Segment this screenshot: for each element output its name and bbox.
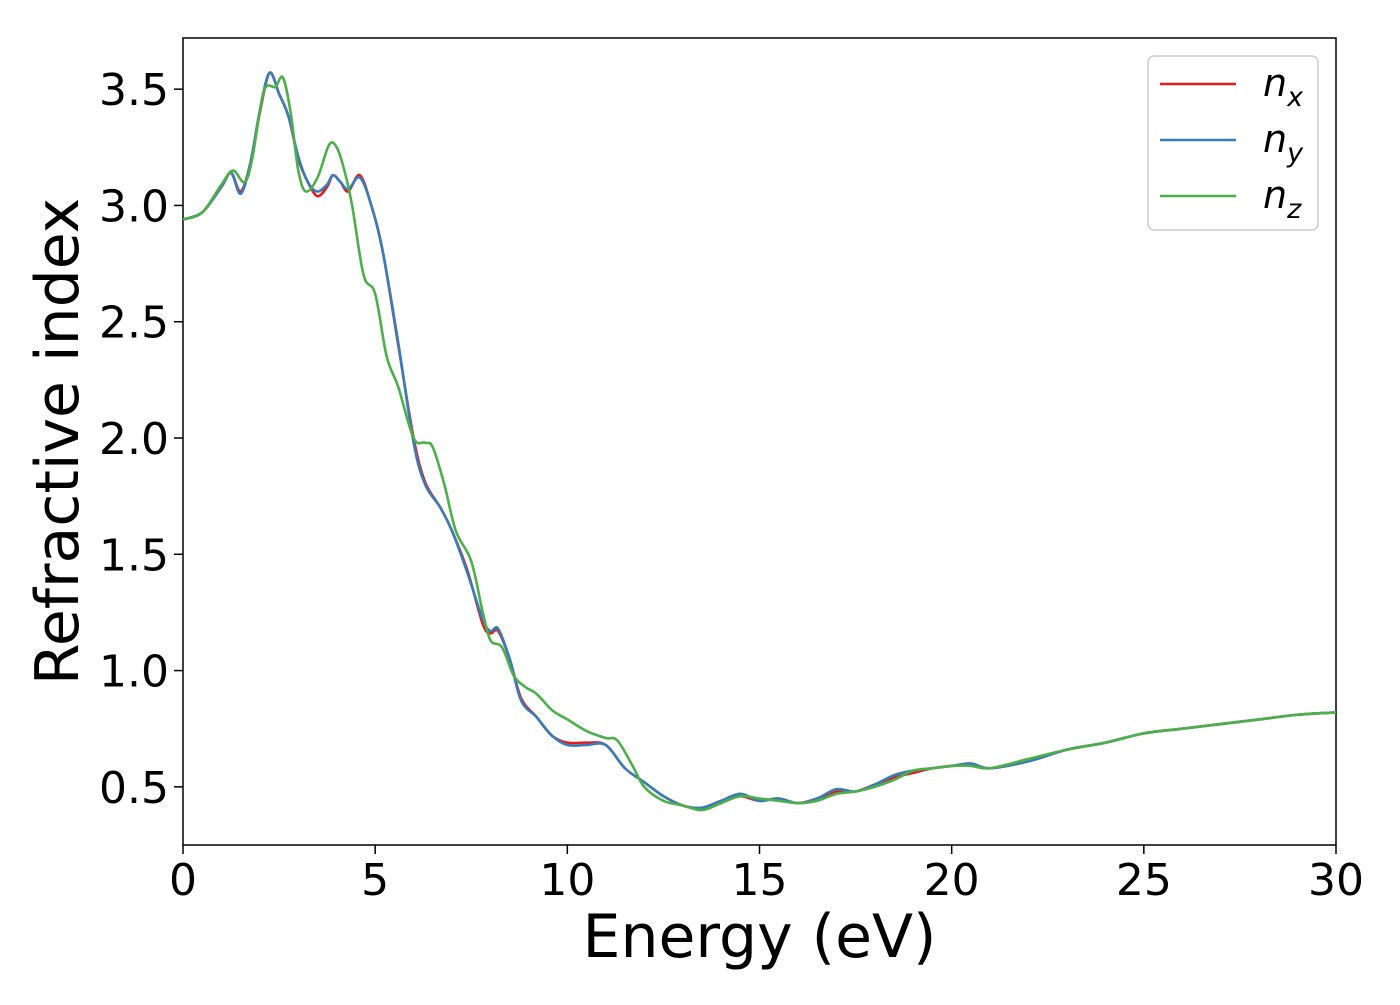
y-axis-ticks: 0.5 1.0 1.5 2.0 2.5 3.0 3.5 [99, 65, 183, 814]
y-tick-label: 2.0 [99, 414, 169, 465]
y-tick-label: 2.5 [99, 298, 169, 349]
x-tick-label: 15 [732, 855, 788, 906]
x-tick-label: 20 [924, 855, 980, 906]
legend-label: ny [1263, 117, 1304, 169]
series-layer [183, 71, 1336, 812]
legend-item-y: ny [1160, 117, 1304, 169]
y-tick-label: 0.5 [99, 763, 169, 814]
x-tick-label: 0 [169, 855, 197, 906]
x-axis-ticks: 0 5 10 15 20 25 30 [169, 845, 1364, 906]
series-line-z [183, 75, 1336, 812]
x-tick-label: 10 [539, 855, 595, 906]
legend-label: nz [1263, 173, 1302, 225]
x-axis-title: Energy (eV) [583, 902, 937, 972]
y-tick-label: 1.0 [99, 647, 169, 698]
legend-box [1147, 55, 1319, 231]
x-tick-label: 25 [1116, 855, 1172, 906]
y-tick-label: 3.0 [99, 181, 169, 232]
x-tick-label: 5 [361, 855, 389, 906]
legend-item-x: nx [1160, 61, 1304, 113]
y-tick-label: 3.5 [99, 65, 169, 116]
x-tick-label: 30 [1308, 855, 1364, 906]
y-axis-title: Refractive index [23, 198, 93, 685]
y-tick-label: 1.5 [99, 530, 169, 581]
legend-item-z: nz [1160, 173, 1302, 225]
legend-label: nx [1263, 61, 1304, 113]
